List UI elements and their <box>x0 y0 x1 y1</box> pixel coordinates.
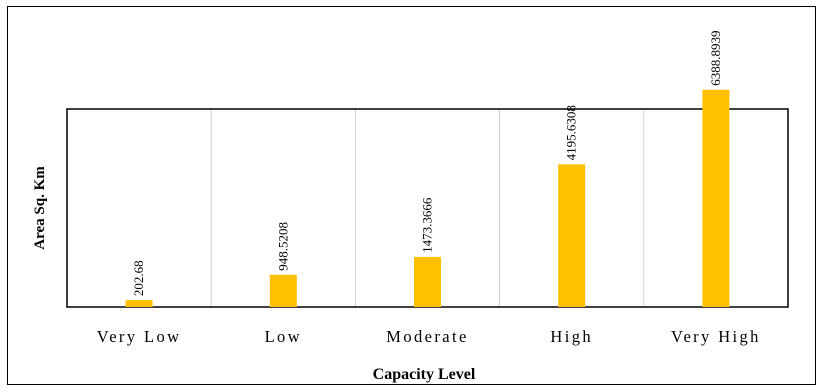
data-label: 1473.3666 <box>420 197 435 253</box>
category-label: Moderate <box>386 327 468 346</box>
data-label: 6388.8939 <box>708 31 723 86</box>
category-labels: Very Low Low Moderate High Very High <box>97 327 761 346</box>
data-label: 948.5208 <box>275 222 290 271</box>
data-label: 4195.6308 <box>564 105 579 160</box>
bar-very-high <box>702 89 730 307</box>
bar-very-low <box>125 300 153 307</box>
bar-low <box>269 274 297 307</box>
x-axis-title: Capacity Level <box>373 366 476 383</box>
chart-frame <box>7 6 816 385</box>
category-label: Very High <box>671 327 761 346</box>
bar-high <box>558 164 586 307</box>
category-label: Low <box>265 327 302 346</box>
y-axis-title: Area Sq. Km <box>32 166 48 250</box>
grid-lines <box>210 109 645 307</box>
data-label: 202.68 <box>131 260 146 296</box>
category-label: High <box>550 327 593 346</box>
category-label: Very Low <box>97 327 182 346</box>
bars <box>125 89 730 307</box>
data-labels: 202.68 948.5208 1473.3666 4195.6308 6388.893… <box>131 31 723 297</box>
bar-moderate <box>414 256 441 307</box>
